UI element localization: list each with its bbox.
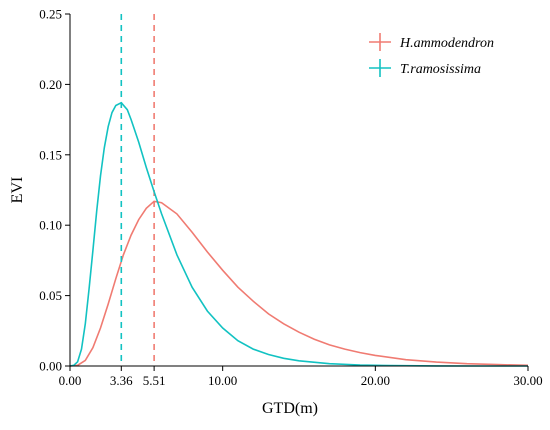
x-axis-title: GTD(m) xyxy=(262,400,318,417)
y-tick-label: 0.10 xyxy=(39,218,62,233)
legend-label-h-ammodendron: H.ammodendron xyxy=(399,36,494,51)
y-tick-label: 0.15 xyxy=(39,147,62,162)
series-line-h-ammodendron xyxy=(69,200,529,367)
plot-area xyxy=(69,14,529,367)
y-axis-title: EVI xyxy=(9,177,26,204)
x-tick-label: 5.51 xyxy=(143,373,166,388)
x-tick-label: 20.00 xyxy=(361,373,390,388)
ticks: 0.00 3.36 5.51 10.00 20.00 30.00 0.00 0.05 0.10 0… xyxy=(39,7,542,389)
y-tick-label: 0.00 xyxy=(39,359,62,374)
series-line-t-ramosissima xyxy=(69,101,528,367)
legend: H.ammodendron T.ramosissima xyxy=(369,33,494,77)
y-tick-label: 0.20 xyxy=(39,77,62,92)
legend-label-t-ramosissima: T.ramosissima xyxy=(400,62,481,77)
y-tick-label: 0.25 xyxy=(39,7,62,22)
x-tick-label: 30.00 xyxy=(513,373,542,388)
x-tick-label: 10.00 xyxy=(208,373,237,388)
axes xyxy=(69,14,528,367)
x-tick-label: 0.00 xyxy=(59,373,82,388)
y-tick-label: 0.05 xyxy=(39,288,62,303)
x-tick-label: 3.36 xyxy=(110,373,133,388)
